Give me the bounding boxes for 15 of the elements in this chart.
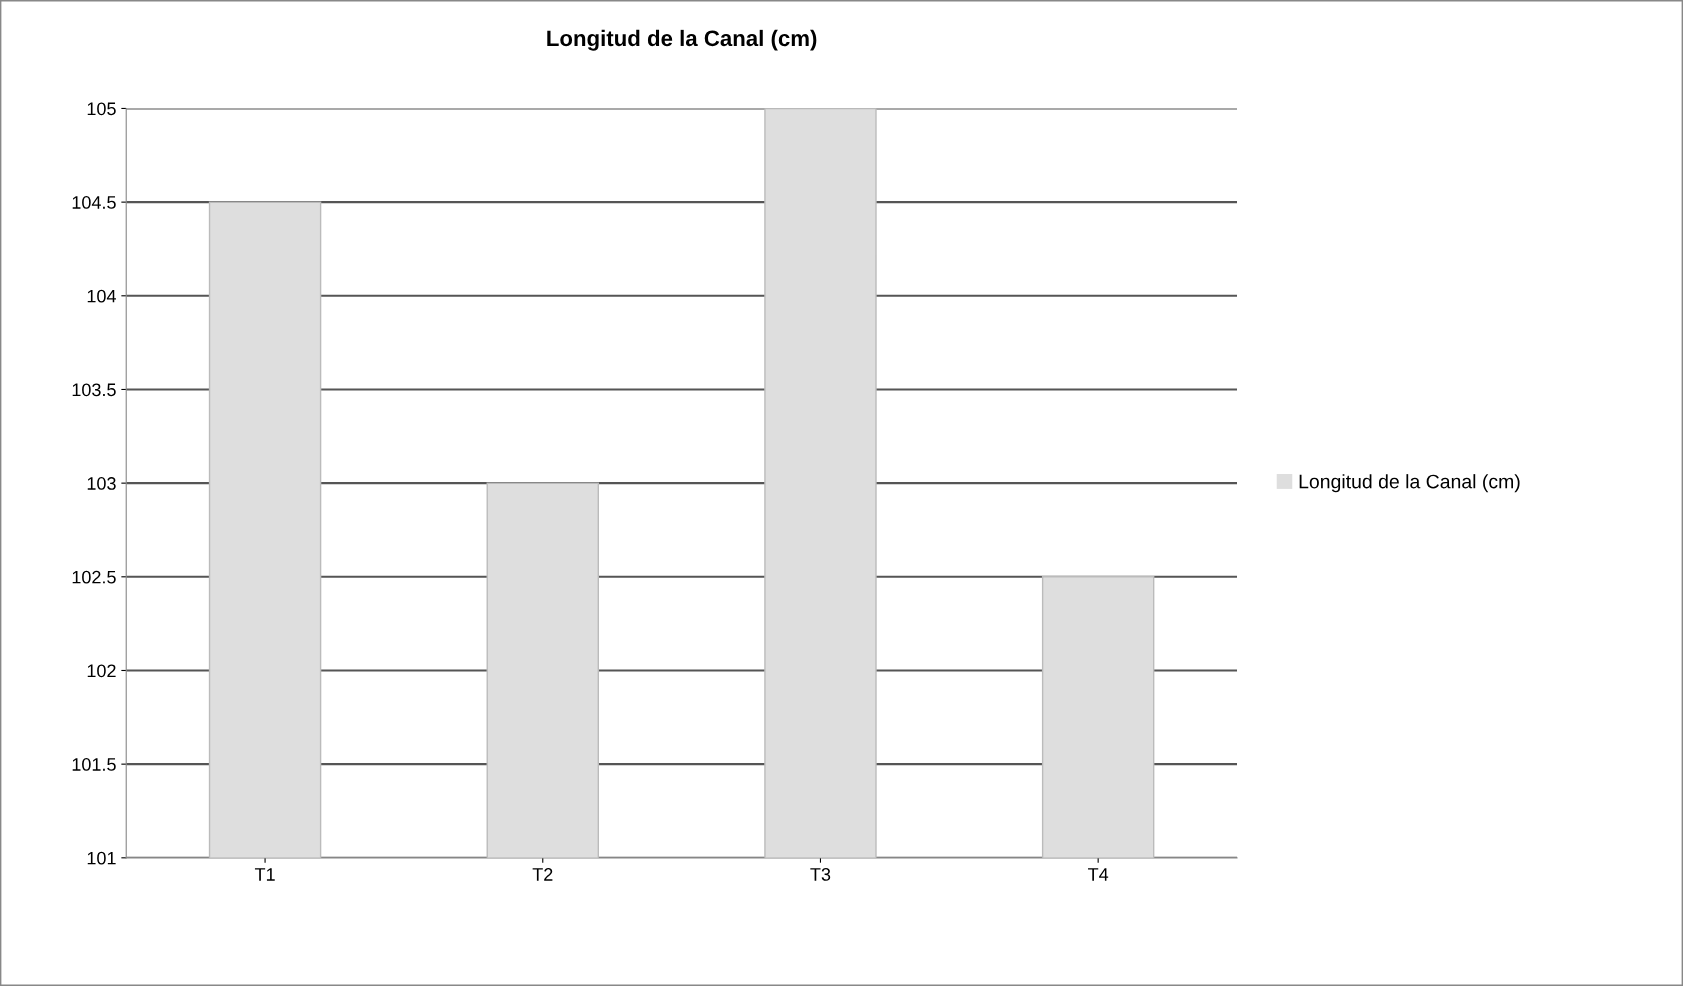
x-tick-label: T4 (1088, 868, 1109, 881)
y-tick-label: 104 (87, 289, 116, 303)
x-tick-label: T3 (810, 868, 831, 881)
y-tick-label: 105 (87, 102, 116, 116)
legend-label: Longitud de la Canal (cm) (1299, 474, 1520, 493)
y-tick-label: 101 (87, 851, 116, 865)
y-tick-label: 102 (87, 664, 116, 678)
x-tick-label: T2 (532, 868, 553, 881)
y-tick-label: 103.5 (72, 383, 116, 397)
y-tick-label: 103 (87, 477, 116, 490)
y-tick-label: 104.5 (72, 196, 116, 209)
x-tick-label: T1 (254, 868, 275, 881)
chart-title: Longitud de la Canal (cm) (547, 29, 817, 51)
y-tick-label: 101.5 (72, 758, 116, 771)
y-tick-label: 102.5 (72, 570, 116, 584)
